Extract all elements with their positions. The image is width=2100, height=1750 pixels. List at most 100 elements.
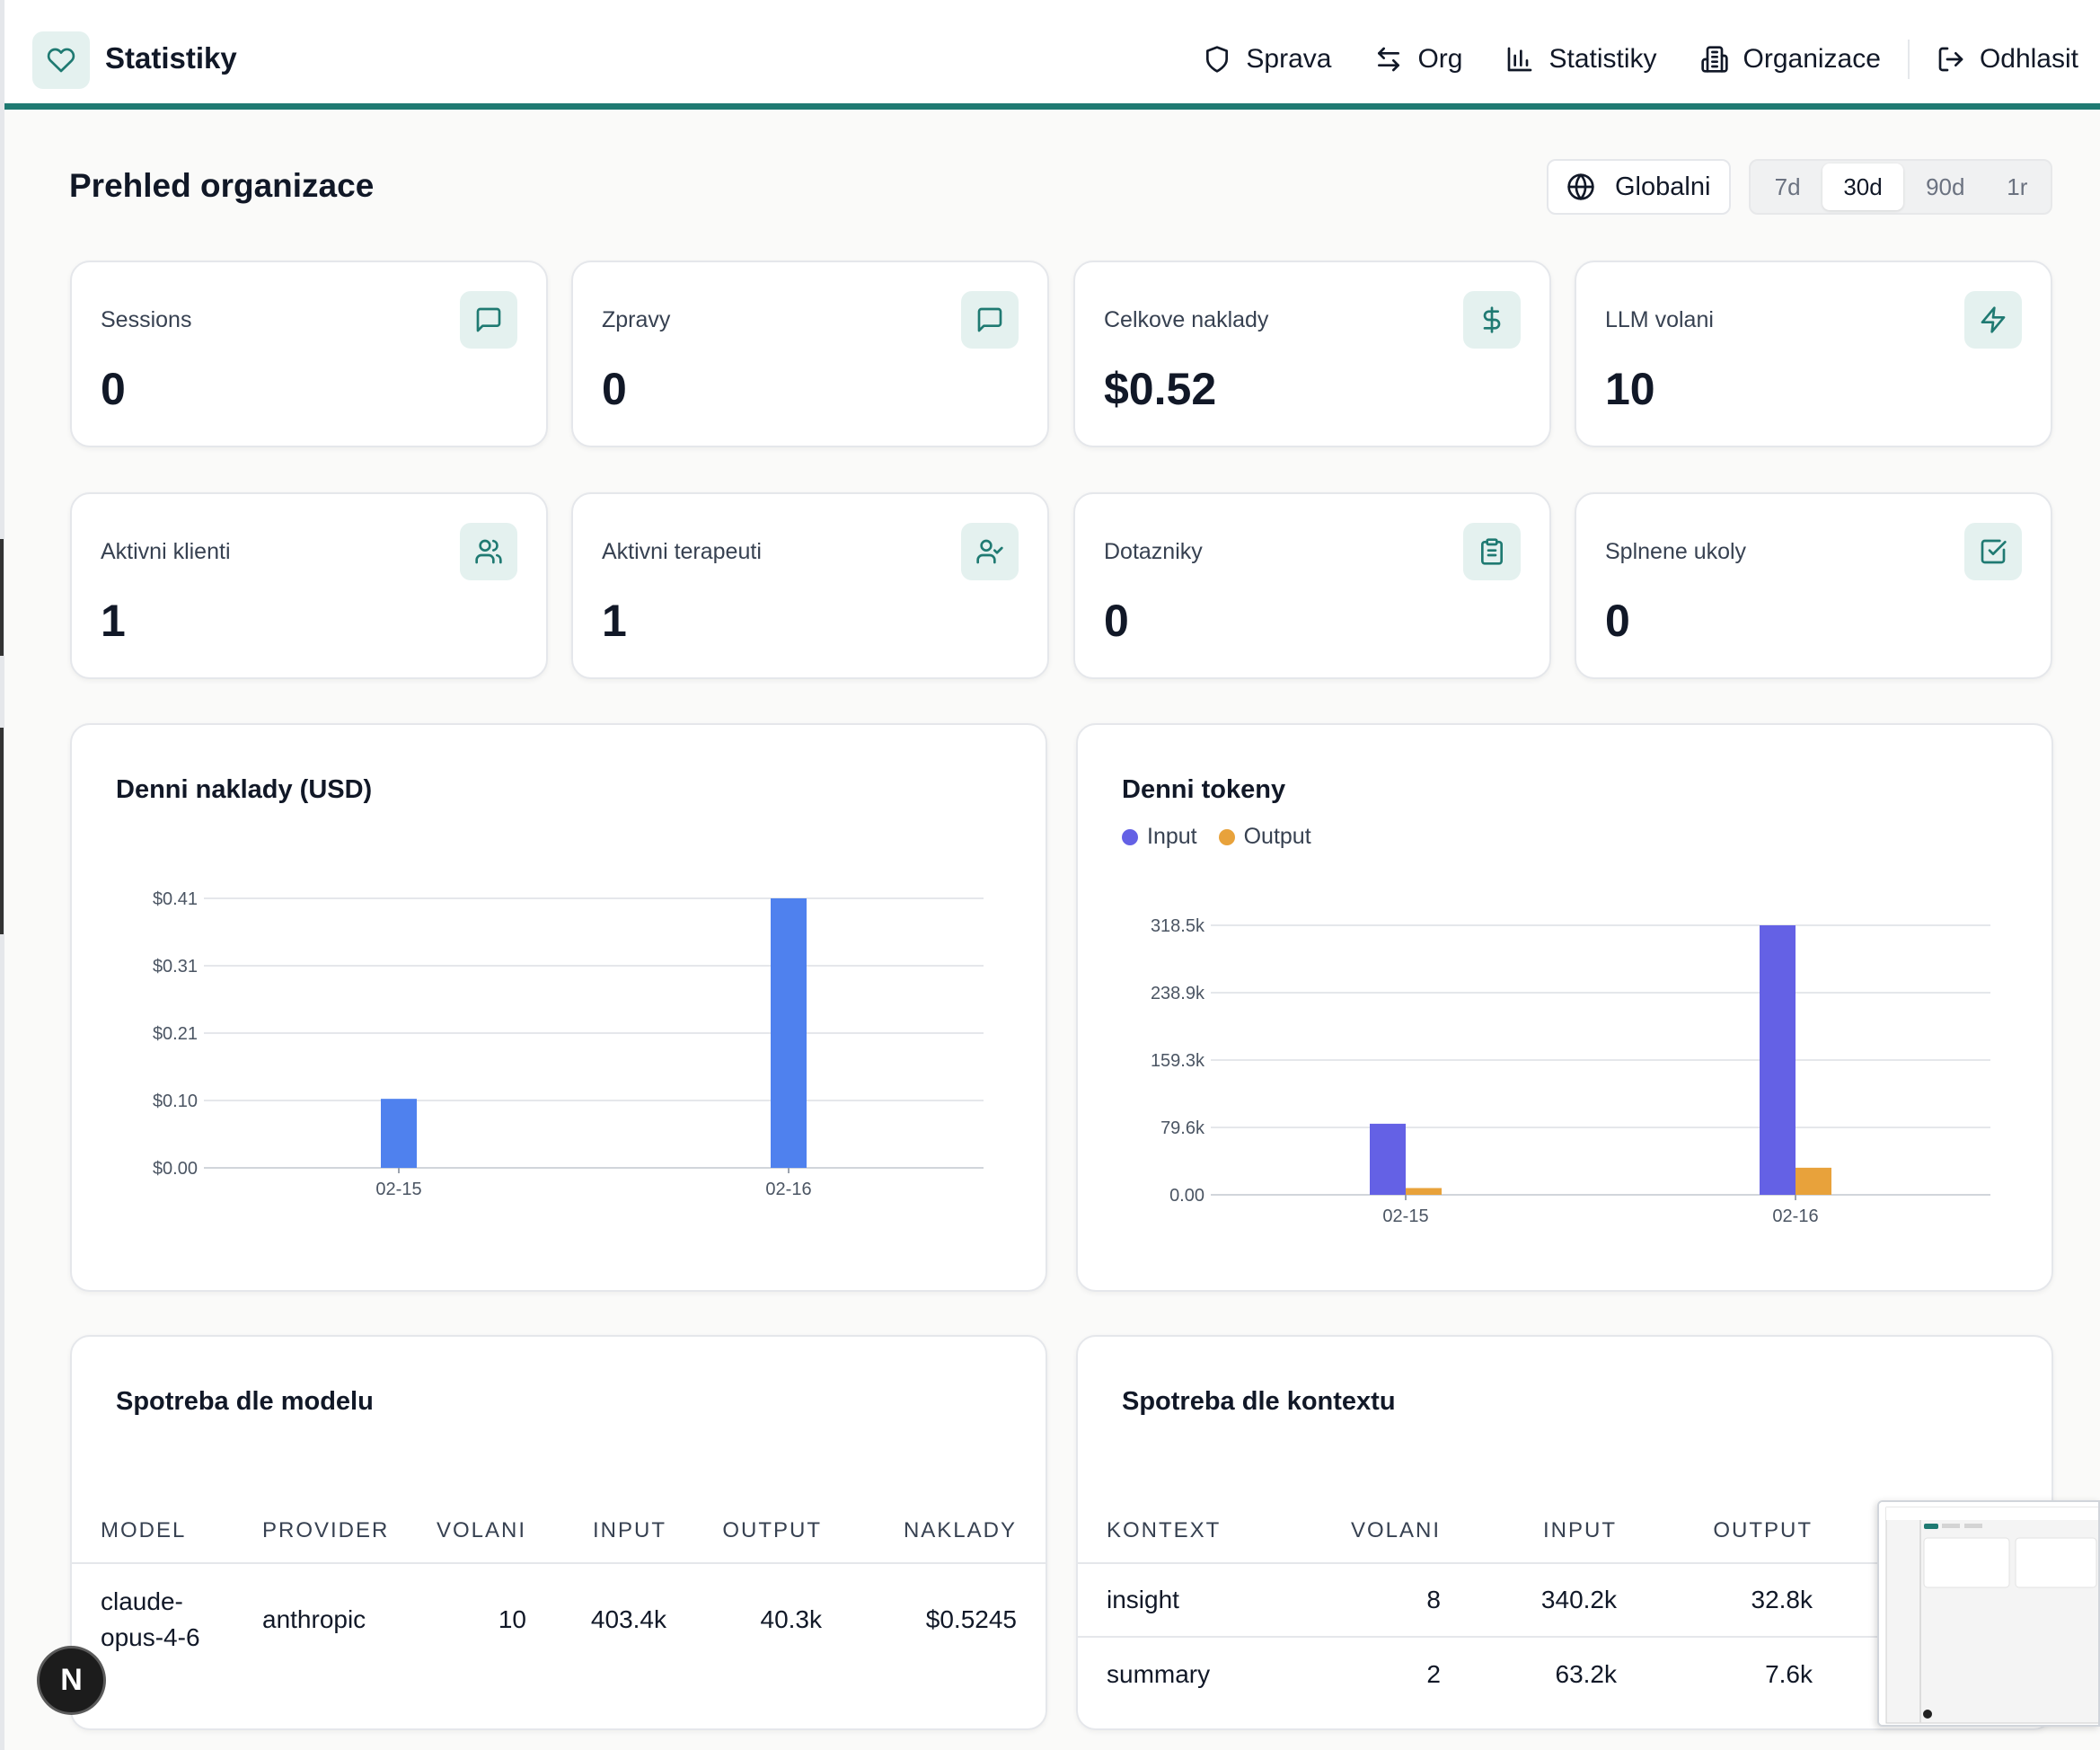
nav-label: Sprava bbox=[1246, 44, 1332, 74]
window-edge bbox=[0, 0, 4, 1750]
stat-value: 10 bbox=[1605, 364, 1655, 414]
x-tick-label: 02-16 bbox=[765, 1180, 811, 1199]
stat-label: Aktivni terapeuti bbox=[602, 539, 762, 564]
stat-label: Celkove naklady bbox=[1104, 307, 1269, 332]
col-volani: Volani bbox=[433, 1498, 526, 1564]
stat-label: Splnene ukoly bbox=[1605, 539, 1747, 564]
nav-label: Statistiky bbox=[1549, 44, 1657, 74]
range-7d[interactable]: 7d bbox=[1774, 172, 1801, 200]
y-tick-label: $0.00 bbox=[153, 1159, 198, 1179]
page-title: Prehled organizace bbox=[69, 167, 375, 204]
cell-output: 32.8k bbox=[1617, 1563, 1813, 1638]
range-30d[interactable]: 30d bbox=[1822, 164, 1903, 210]
heart-icon bbox=[47, 48, 75, 73]
col-naklady: Naklady bbox=[822, 1498, 1046, 1564]
stat-icon-box bbox=[961, 291, 1019, 349]
dollar-icon bbox=[1483, 306, 1501, 333]
scope-button[interactable]: Globalni bbox=[1547, 159, 1731, 215]
cell-volani: 8 bbox=[1268, 1563, 1441, 1638]
y-tick-label: $0.10 bbox=[153, 1092, 198, 1111]
bar-02-15-output bbox=[1406, 1188, 1442, 1195]
shield-icon bbox=[1206, 46, 1229, 73]
cell-provider: anthropic bbox=[262, 1604, 366, 1633]
col-kontext: Kontext bbox=[1078, 1498, 1268, 1564]
cell-output: 40.3k bbox=[760, 1604, 823, 1633]
bar-02-16 bbox=[771, 898, 807, 1168]
legend-dot bbox=[1122, 828, 1138, 845]
stat-icon-box bbox=[460, 291, 517, 349]
screenshot-thumbnail-preview[interactable] bbox=[1877, 1500, 2100, 1727]
daily-costs-chart: $0.00 $0.10 $0.21 $0.31 $0.41 02-15 02-16 bbox=[153, 889, 984, 1199]
nav-label: Org bbox=[1417, 44, 1463, 74]
stat-icon-box bbox=[1964, 291, 2022, 349]
stat-value: 0 bbox=[101, 364, 126, 414]
dev-tools-badge[interactable]: N bbox=[37, 1646, 106, 1715]
users-icon bbox=[475, 539, 502, 564]
legend-item-input[interactable]: Input bbox=[1122, 824, 1197, 850]
y-tick-label: 238.9k bbox=[1151, 984, 1205, 1003]
scope-label: Globalni bbox=[1615, 172, 1711, 201]
range-1r[interactable]: 1r bbox=[2007, 172, 2028, 200]
table-title: Spotreba dle kontextu bbox=[1122, 1387, 1396, 1416]
main-nav: Sprava Org Statistiky Organizace Odhlasi… bbox=[1181, 32, 2100, 86]
app-title: Statistiky bbox=[105, 41, 237, 75]
model-usage-table: Model Provider Volani Input Output Nakla… bbox=[72, 1498, 1046, 1675]
col-output: Output bbox=[666, 1498, 822, 1564]
clipboard-icon bbox=[1481, 538, 1503, 565]
stat-value: 1 bbox=[101, 596, 126, 646]
zap-icon bbox=[1981, 306, 2006, 333]
range-90d[interactable]: 90d bbox=[1926, 172, 1965, 200]
legend-label: Output bbox=[1243, 824, 1311, 849]
stat-card-zpravy: Zpravy 0 bbox=[571, 261, 1049, 447]
col-volani: Volani bbox=[1268, 1498, 1441, 1564]
message-square-icon bbox=[476, 307, 501, 332]
legend-item-output[interactable]: Output bbox=[1218, 824, 1311, 850]
range-selector: 7d 30d 90d 1r bbox=[1749, 159, 2052, 215]
globe-icon bbox=[1567, 173, 1594, 200]
cell-output: 7.6k bbox=[1765, 1659, 1813, 1688]
stat-icon-box bbox=[1463, 523, 1521, 580]
stat-card-aktivni-klienti: Aktivni klienti 1 bbox=[70, 492, 548, 679]
chart-panel-daily-costs: Denni naklady (USD) $0.00 $0.10 $0.21 $0.31… bbox=[70, 723, 1047, 1292]
bar-02-15 bbox=[381, 1099, 417, 1168]
stat-label: Dotazniky bbox=[1104, 539, 1203, 564]
stat-card-naklady: Celkove naklady $0.52 bbox=[1073, 261, 1551, 447]
table-title: Spotreba dle modelu bbox=[116, 1387, 374, 1416]
nav-divider bbox=[1907, 40, 1910, 79]
nav-statistiky[interactable]: Statistiky bbox=[1484, 32, 1678, 86]
stat-label: Zpravy bbox=[602, 307, 671, 332]
table-panel-context: Spotreba dle kontextu Kontext Volani Inp… bbox=[1076, 1335, 2053, 1730]
cell-input: 63.2k bbox=[1555, 1659, 1618, 1688]
stat-icon-box bbox=[1964, 523, 2022, 580]
x-tick-label: 02-15 bbox=[375, 1180, 421, 1199]
nav-sprava[interactable]: Sprava bbox=[1181, 32, 1353, 86]
nav-odhlasit[interactable]: Odhlasit bbox=[1915, 32, 2100, 86]
cell-input: 403.4k bbox=[590, 1604, 666, 1633]
stat-icon-box bbox=[1463, 291, 1521, 349]
stat-icon-box bbox=[460, 523, 517, 580]
stat-value: 1 bbox=[602, 596, 627, 646]
x-tick-label: 02-15 bbox=[1382, 1206, 1428, 1226]
cell-kontext: insight bbox=[1078, 1563, 1268, 1638]
col-input: Input bbox=[1441, 1498, 1617, 1564]
stat-value: 0 bbox=[1104, 596, 1129, 646]
nav-organizace[interactable]: Organizace bbox=[1679, 32, 1902, 86]
chart-title: Denni tokeny bbox=[1122, 775, 1286, 804]
cell-model: claude-opus-4-6 bbox=[101, 1587, 200, 1651]
stat-card-aktivni-terapeuti: Aktivni terapeuti 1 bbox=[571, 492, 1049, 679]
chart-panel-daily-tokens: Denni tokeny Input Output 0.00 79.6k 159.3… bbox=[1076, 723, 2053, 1292]
app-logo[interactable] bbox=[32, 31, 90, 89]
table-panel-model: Spotreba dle modelu Model Provider Volan… bbox=[70, 1335, 1047, 1730]
y-tick-label: $0.41 bbox=[153, 889, 198, 909]
bar-02-15-input bbox=[1370, 1123, 1406, 1195]
chart-legend: Input Output bbox=[1122, 824, 1311, 850]
stat-card-sessions: Sessions 0 bbox=[70, 261, 548, 447]
table-header-row: Model Provider Volani Input Output Nakla… bbox=[72, 1498, 1046, 1564]
y-tick-label: 159.3k bbox=[1151, 1051, 1205, 1071]
stat-label: Sessions bbox=[101, 307, 192, 332]
nav-org[interactable]: Org bbox=[1353, 32, 1484, 86]
nav-label: Organizace bbox=[1743, 44, 1881, 74]
bar-chart-icon bbox=[1508, 47, 1532, 72]
stat-value: 0 bbox=[602, 364, 627, 414]
daily-tokens-chart: 0.00 79.6k 159.3k 238.9k 318.5k 02-15 02-16 bbox=[1151, 916, 1990, 1226]
